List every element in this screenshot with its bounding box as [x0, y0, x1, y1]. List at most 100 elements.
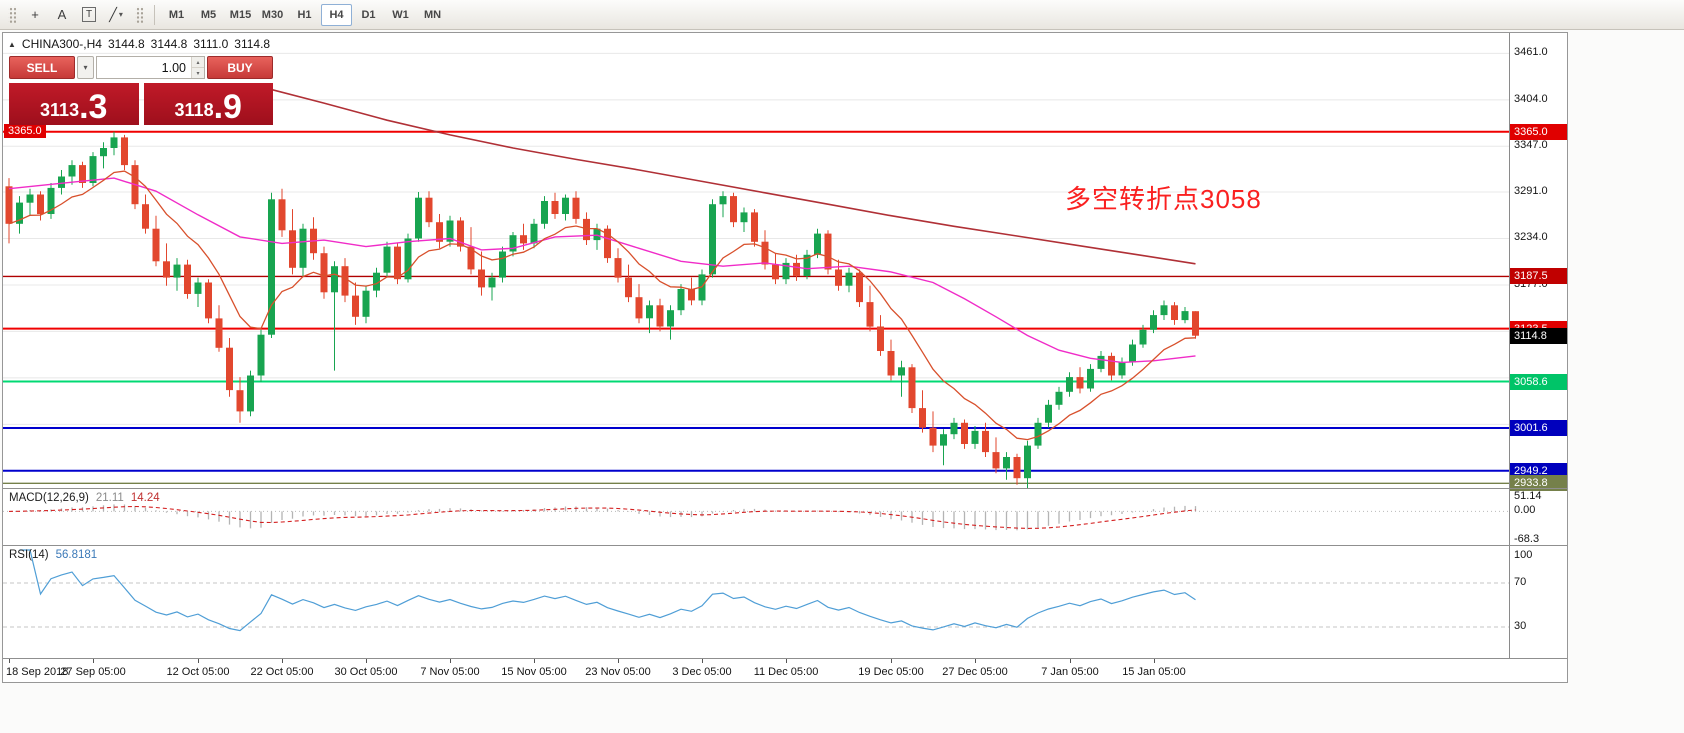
macd-panel[interactable]: MACD(12,26,9) 21.11 14.24: [3, 489, 1509, 546]
chart-window: ▲ CHINA300-,H4 3144.8 3144.8 3111.0 3114…: [2, 32, 1568, 683]
macd-main-value: 21.11: [95, 492, 124, 504]
timeframe-mn-button[interactable]: MN: [423, 8, 442, 21]
rsi-label: RSI(14) 56.8181: [9, 549, 97, 561]
macd-axis-max: 51.14: [1514, 490, 1542, 502]
volume-value[interactable]: 1.00: [161, 60, 186, 75]
volume-input[interactable]: 1.00 ▴ ▾: [96, 56, 205, 79]
text-label-icon: A: [57, 7, 67, 22]
crosshair-button[interactable]: +: [22, 4, 48, 26]
current-price-badge: 3114.8: [1510, 328, 1567, 344]
timeframe-m30-button[interactable]: M30: [261, 8, 284, 21]
macd-signal-value: 14.24: [130, 492, 160, 504]
panel-separator[interactable]: [3, 545, 1567, 546]
macd-label: MACD(12,26,9) 21.11 14.24: [9, 492, 160, 504]
volume-increase-button[interactable]: ▴: [192, 57, 204, 68]
toolbar-grip[interactable]: [135, 6, 143, 23]
chart-annotation[interactable]: 多空转折点3058: [1065, 184, 1262, 214]
text-frame-icon: T: [81, 7, 97, 22]
sell-button[interactable]: SELL: [9, 56, 75, 79]
buy-button[interactable]: BUY: [207, 56, 273, 79]
timeframe-m5-button[interactable]: M5: [200, 8, 217, 21]
rsi-canvas[interactable]: [3, 546, 1509, 659]
price-level-badge[interactable]: 3058.6: [1510, 374, 1567, 390]
time-tick-mark: [891, 659, 892, 663]
time-label: 27 Sep 05:00: [60, 666, 126, 678]
time-label: 18 Sep 2018: [6, 666, 69, 678]
price-tick-label: 3291.0: [1514, 185, 1548, 197]
time-tick-mark: [1154, 659, 1155, 663]
ma-medium-line: [8, 177, 1196, 364]
crosshair-icon: +: [31, 7, 39, 22]
ohlc-info: ▲ CHINA300-,H4 3144.8 3144.8 3111.0 3114…: [8, 37, 270, 51]
panel-separator[interactable]: [3, 658, 1567, 659]
volume-decrease-button[interactable]: ▾: [192, 68, 204, 78]
time-tick-mark: [702, 659, 703, 663]
macd-axis-min: -68.3: [1514, 533, 1540, 545]
time-tick-mark: [450, 659, 451, 663]
time-label: 19 Dec 05:00: [858, 666, 924, 678]
toolbar-separator: [154, 4, 155, 25]
caret-down-icon: ▾: [118, 10, 123, 19]
timeframe-toolbar: M1 M5 M15 M30 H1 H4 D1 W1 MN: [161, 3, 448, 26]
text-label-button[interactable]: A: [49, 4, 75, 26]
macd-signal-line: [8, 505, 1196, 529]
sell-price-main: 3113: [40, 100, 80, 120]
time-tick-mark: [9, 659, 10, 663]
rsi-axis-100: 100: [1514, 549, 1533, 561]
ohlc-close: 3114.8: [234, 37, 271, 51]
price-axis[interactable]: 3461.0 3404.0 3347.0 3291.0 3234.0 3177.0 3365…: [1509, 33, 1567, 659]
rsi-panel[interactable]: RSI(14) 56.8181: [3, 546, 1509, 659]
price-level-badge[interactable]: 3187.5: [1510, 268, 1567, 284]
price-tick-label: 3234.0: [1514, 231, 1548, 243]
timeframe-m15-button[interactable]: M15: [229, 8, 252, 21]
ohlc-low: 3111.0: [193, 37, 229, 51]
timeframe-w1-button[interactable]: W1: [392, 8, 409, 21]
time-label: 22 Oct 05:00: [250, 666, 314, 678]
panel-separator[interactable]: [3, 488, 1567, 489]
toolbar: + A T ╱ ▾ M1 M5 M15 M30 H1 H4 D1 W1 MN: [0, 0, 1684, 30]
rsi-value: 56.8181: [55, 549, 98, 561]
macd-name: MACD(12,26,9): [9, 492, 89, 504]
buy-price-display[interactable]: 3118 .9: [143, 83, 273, 126]
volume-dropdown[interactable]: ▾: [77, 56, 94, 79]
main-chart-area[interactable]: ▲ CHINA300-,H4 3144.8 3144.8 3111.0 3114…: [3, 33, 1509, 488]
price-chart-canvas[interactable]: [3, 33, 1509, 488]
time-label: 23 Nov 05:00: [585, 666, 651, 678]
rsi-name: RSI(14): [9, 549, 49, 561]
time-tick-mark: [975, 659, 976, 663]
draw-tools-icon: ╱: [109, 6, 117, 22]
sell-price-display[interactable]: 3113 .3: [9, 83, 139, 125]
time-tick-mark: [1070, 659, 1071, 663]
buy-price-pips: .9: [213, 87, 242, 126]
level-lines[interactable]: [3, 130, 1509, 484]
ohlc-open: 3144.8: [107, 37, 145, 51]
timeframe-m1-button[interactable]: M1: [168, 8, 185, 21]
timeframe-h4-button[interactable]: H4: [321, 3, 352, 26]
timeframe-d1-button[interactable]: D1: [361, 8, 376, 21]
time-tick-mark: [282, 659, 283, 663]
price-level-badge[interactable]: 3001.6: [1510, 420, 1567, 436]
sell-price-pips: .3: [79, 87, 108, 126]
price-tick-label: 3347.0: [1514, 139, 1548, 151]
time-tick-mark: [534, 659, 535, 663]
rsi-line: [19, 549, 1196, 632]
toolbar-grip[interactable]: [8, 6, 16, 23]
time-label: 7 Jan 05:00: [1041, 666, 1099, 678]
time-label: 11 Dec 05:00: [753, 666, 819, 678]
time-axis[interactable]: 18 Sep 2018 27 Sep 05:00 12 Oct 05:00 22 Oc…: [3, 659, 1567, 682]
price-level-badge[interactable]: 3365.0: [1510, 124, 1567, 140]
price-level-badge[interactable]: 2933.8: [1510, 475, 1567, 491]
ma-fast-line: [8, 170, 1196, 441]
drawing-toolbar: + A T ╱ ▾: [22, 4, 129, 26]
draw-tools-button[interactable]: ╱ ▾: [103, 4, 129, 26]
time-label: 15 Nov 05:00: [501, 666, 567, 678]
time-label: 15 Jan 05:00: [1122, 666, 1186, 678]
timeframe-h1-button[interactable]: H1: [297, 8, 312, 21]
symbol-period: CHINA300-,H4: [21, 37, 102, 51]
text-frame-button[interactable]: T: [76, 4, 102, 26]
macd-canvas[interactable]: [3, 489, 1509, 546]
level-left-badge[interactable]: 3365.0: [4, 124, 46, 138]
one-click-panel-toggle-icon[interactable]: ▲: [8, 39, 16, 49]
ma-slow-line: [260, 86, 1196, 265]
time-tick-mark: [366, 659, 367, 663]
